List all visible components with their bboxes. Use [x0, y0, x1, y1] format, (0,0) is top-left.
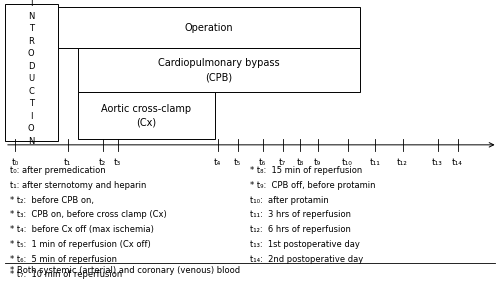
- Text: t₁₀: t₁₀: [342, 158, 353, 167]
- Bar: [78, 48, 360, 92]
- Text: * t₇:  10 min of reperfusion: * t₇: 10 min of reperfusion: [10, 270, 122, 279]
- Text: t₁₄: t₁₄: [452, 158, 463, 167]
- Text: t₁₃: t₁₃: [432, 158, 443, 167]
- Bar: [5, 4, 58, 141]
- Text: * t₂:  before CPB on,: * t₂: before CPB on,: [10, 196, 94, 205]
- Text: Aortic cross-clamp
(Cx): Aortic cross-clamp (Cx): [101, 104, 192, 128]
- Text: * t₈:  15 min of reperfusion: * t₈: 15 min of reperfusion: [250, 166, 362, 175]
- Text: t₀: t₀: [12, 158, 18, 167]
- Text: * t₃:  CPB on, before cross clamp (Cx): * t₃: CPB on, before cross clamp (Cx): [10, 210, 167, 220]
- Text: t₁₃:  1st postoperative day: t₁₃: 1st postoperative day: [250, 240, 360, 249]
- Text: t₁₁:  3 hrs of reperfusion: t₁₁: 3 hrs of reperfusion: [250, 210, 351, 220]
- Text: t₇: t₇: [279, 158, 286, 167]
- Text: t₁: t₁: [64, 158, 71, 167]
- Text: * t₄:  before Cx off (max ischemia): * t₄: before Cx off (max ischemia): [10, 225, 154, 234]
- Text: t₃: t₃: [114, 158, 121, 167]
- Text: t₁₄:  2nd postoperative day: t₁₄: 2nd postoperative day: [250, 255, 363, 264]
- Text: t₁₂: t₁₂: [397, 158, 408, 167]
- Text: t₀: after premedication: t₀: after premedication: [10, 166, 106, 175]
- Text: * t₅:  1 min of reperfusion (Cx off): * t₅: 1 min of reperfusion (Cx off): [10, 240, 151, 249]
- Bar: [58, 7, 360, 48]
- Text: t₁₁: t₁₁: [370, 158, 380, 167]
- Text: t₁: after sternotomy and heparin: t₁: after sternotomy and heparin: [10, 181, 146, 190]
- Text: t₉: t₉: [314, 158, 321, 167]
- Text: t₆: t₆: [259, 158, 266, 167]
- Text: Operation: Operation: [184, 23, 233, 33]
- Text: t₁₂:  6 hrs of reperfusion: t₁₂: 6 hrs of reperfusion: [250, 225, 351, 234]
- Text: t₅: t₅: [234, 158, 241, 167]
- Bar: [78, 92, 215, 139]
- Text: t₈: t₈: [296, 158, 304, 167]
- Text: t₂: t₂: [99, 158, 106, 167]
- Text: t₄: t₄: [214, 158, 221, 167]
- Text: * t₉:  CPB off, before protamin: * t₉: CPB off, before protamin: [250, 181, 376, 190]
- Text: Cardiopulmonary bypass
(CPB): Cardiopulmonary bypass (CPB): [158, 58, 280, 82]
- Text: t₁₀:  after protamin: t₁₀: after protamin: [250, 196, 329, 205]
- Text: I
N
T
R
O
D
U
C
T
I
O
N: I N T R O D U C T I O N: [28, 0, 34, 146]
- Text: * Both systemic (arterial) and coronary (venous) blood: * Both systemic (arterial) and coronary …: [10, 266, 240, 275]
- Text: * t₆:  5 min of reperfusion: * t₆: 5 min of reperfusion: [10, 255, 117, 264]
